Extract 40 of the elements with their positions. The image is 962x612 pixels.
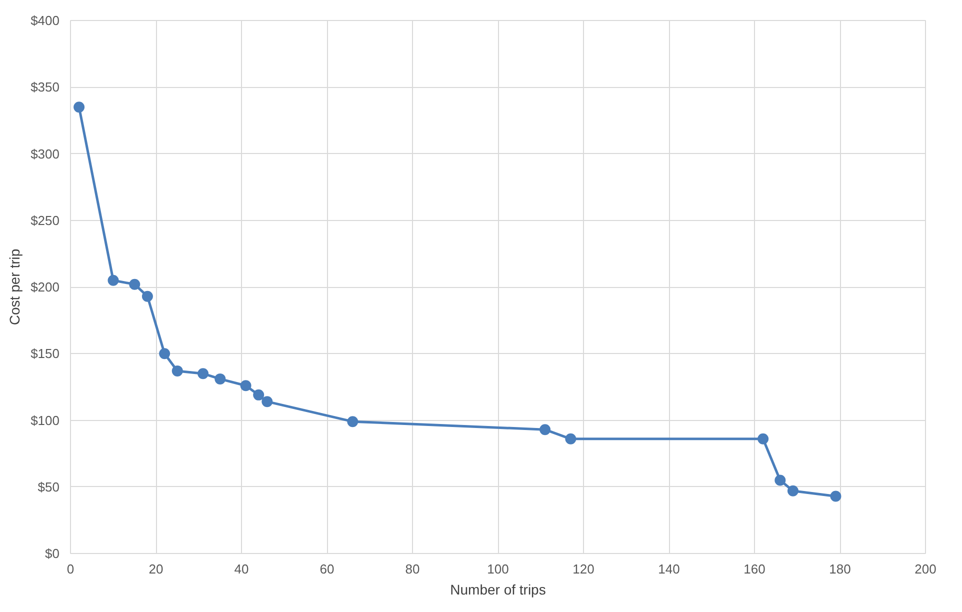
point [74, 102, 85, 113]
x-tick-label: 80 [405, 562, 420, 576]
point [565, 433, 576, 444]
point [253, 389, 264, 400]
x-tick-label: 60 [320, 562, 334, 576]
point [129, 278, 140, 290]
y-tick-label: $200 [30, 280, 60, 294]
point [142, 290, 153, 302]
point [787, 485, 798, 496]
point [240, 380, 252, 392]
x-tick-label: 100 [487, 562, 509, 576]
point [758, 433, 769, 444]
x-tick-label: 0 [66, 562, 74, 576]
point [108, 274, 119, 286]
y-tick-label: $100 [30, 412, 60, 428]
x-tick-label: 200 [914, 562, 936, 576]
point [214, 373, 226, 384]
point [198, 368, 209, 380]
x-tick-label: 120 [572, 562, 594, 576]
point [347, 416, 358, 428]
y-tick-label: $0 [45, 546, 60, 561]
point [774, 474, 786, 486]
y-tick-label: $50 [38, 479, 60, 494]
y-tick-label: $150 [30, 346, 60, 362]
x-axis-title: Number of trips [450, 582, 546, 598]
y-tick-label: $400 [30, 13, 60, 28]
x-tick-label: 160 [744, 562, 766, 576]
point [159, 348, 170, 360]
x-tick-label: 140 [658, 562, 680, 576]
y-axis-title: Cost per trip [6, 248, 23, 326]
x-tick-label: 40 [234, 562, 249, 576]
x-tick-label: 180 [829, 562, 851, 576]
y-tick-label: $350 [30, 80, 60, 95]
y-tick-label: $250 [30, 212, 60, 228]
y-tick-label: $300 [30, 146, 60, 162]
point [540, 424, 551, 436]
point [262, 396, 273, 408]
point [172, 365, 183, 376]
x-tick-label: 20 [148, 562, 164, 576]
point [830, 490, 842, 502]
